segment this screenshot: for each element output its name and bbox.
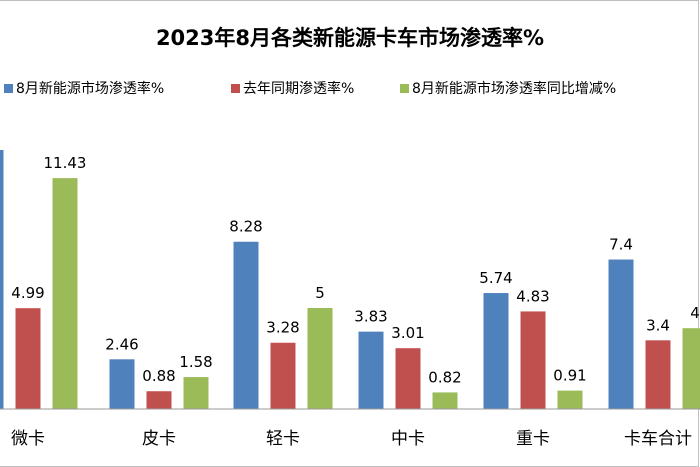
bar-s3-卡车合计 (682, 328, 700, 409)
bar-s3-微卡 (52, 178, 78, 409)
bar-s2-轻卡 (270, 342, 296, 409)
bar-s1-微卡 (0, 150, 4, 409)
legend-swatch-1 (4, 83, 13, 93)
legend-label-2: 去年同期渗透率% (243, 81, 355, 97)
bar-s1-中卡 (358, 331, 384, 409)
chart-title: 2023年8月各类新能源卡车市场渗透率% (155, 26, 545, 50)
legend-item-1: 8月新能源市场渗透率% (4, 78, 164, 98)
bar-s3-轻卡 (307, 308, 333, 409)
bar-s2-重卡 (520, 311, 546, 409)
data-label-s3-中卡: 0.82 (428, 368, 461, 386)
bar-s3-中卡 (432, 392, 458, 409)
data-label-s2-皮卡: 0.88 (142, 367, 175, 385)
data-label-s2-卡车合计: 3.4 (646, 316, 670, 334)
data-label-s3-重卡: 0.91 (553, 367, 586, 385)
legend-label-3: 8月新能源市场渗透率同比增减% (412, 81, 617, 97)
legend-item-2: 去年同期渗透率% (231, 78, 354, 98)
bar-s1-重卡 (483, 293, 509, 409)
data-label-s3-轻卡: 5 (315, 284, 325, 302)
bar-s2-微卡 (15, 308, 41, 409)
data-label-s2-中卡: 3.01 (391, 324, 424, 342)
bar-s1-卡车合计 (608, 259, 634, 409)
legend-swatch-3 (400, 83, 409, 93)
x-tick-label-重卡: 重卡 (516, 429, 550, 449)
bar-s2-卡车合计 (645, 340, 671, 409)
legend-label-1: 8月新能源市场渗透率% (16, 81, 165, 97)
x-tick-label-皮卡: 皮卡 (142, 429, 176, 449)
data-label-s2-轻卡: 3.28 (266, 319, 299, 337)
data-label-s3-微卡: 11.43 (44, 154, 87, 172)
x-tick-label-微卡: 微卡 (11, 429, 45, 449)
x-tick-label-轻卡: 轻卡 (266, 429, 300, 449)
data-label-s2-微卡: 4.99 (11, 284, 44, 302)
data-label-s1-微卡: 42 (0, 126, 1, 144)
data-label-s1-皮卡: 2.46 (105, 335, 138, 353)
data-label-s2-重卡: 4.83 (516, 287, 549, 305)
data-label-s1-轻卡: 8.28 (229, 218, 262, 236)
data-label-s1-卡车合计: 7.4 (609, 236, 633, 254)
bar-s2-中卡 (395, 348, 421, 409)
x-tick-label-中卡: 中卡 (391, 429, 425, 449)
bar-s1-轻卡 (233, 241, 259, 409)
data-label-s1-重卡: 5.74 (479, 269, 512, 287)
data-label-s1-中卡: 3.83 (354, 308, 387, 326)
legend-swatch-2 (231, 83, 240, 93)
x-tick-label-卡车合计: 卡车合计 (624, 429, 692, 449)
data-label-s3-卡车合计: 4 (690, 304, 700, 322)
bar-s2-皮卡 (146, 391, 172, 409)
bar-s3-皮卡 (183, 377, 209, 409)
bar-s1-皮卡 (109, 359, 135, 409)
legend-item-3: 8月新能源市场渗透率同比增减% (400, 78, 616, 98)
data-label-s3-皮卡: 1.58 (179, 353, 212, 371)
bar-s3-重卡 (557, 390, 583, 409)
